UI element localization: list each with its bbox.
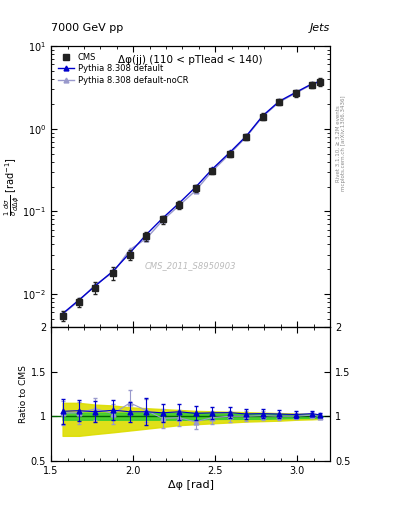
Y-axis label: $\frac{1}{\sigma}\frac{d\sigma}{d\Delta\phi}$ [rad$^{-1}$]: $\frac{1}{\sigma}\frac{d\sigma}{d\Delta\… [2, 157, 21, 216]
Text: mcplots.cern.ch [arXiv:1306.3436]: mcplots.cern.ch [arXiv:1306.3436] [341, 96, 346, 191]
Text: Δφ(jj) (110 < pTlead < 140): Δφ(jj) (110 < pTlead < 140) [118, 54, 263, 65]
Legend: CMS, Pythia 8.308 default, Pythia 8.308 default-noCR: CMS, Pythia 8.308 default, Pythia 8.308 … [55, 50, 191, 87]
Text: Jets: Jets [310, 23, 330, 33]
Text: 7000 GeV pp: 7000 GeV pp [51, 23, 123, 33]
Y-axis label: Ratio to CMS: Ratio to CMS [19, 365, 28, 423]
X-axis label: Δφ [rad]: Δφ [rad] [167, 480, 214, 490]
Text: CMS_2011_S8950903: CMS_2011_S8950903 [145, 261, 236, 270]
Text: Rivet 3.1.10, ≥ 3.2M events: Rivet 3.1.10, ≥ 3.2M events [336, 105, 341, 182]
